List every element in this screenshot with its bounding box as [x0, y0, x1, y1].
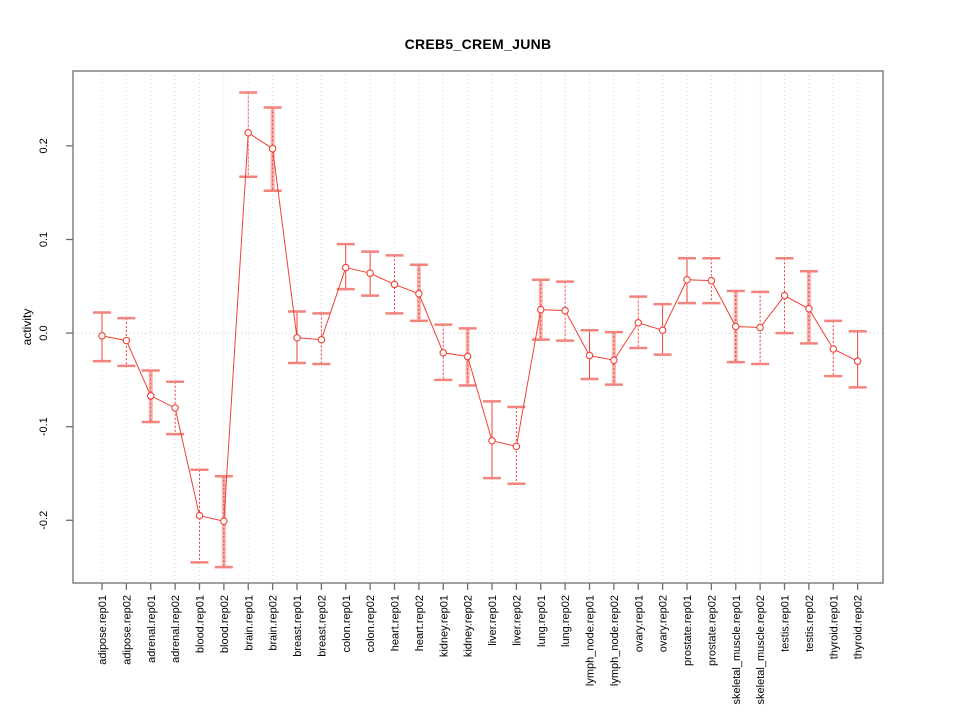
svg-text:thyroid.rep02: thyroid.rep02 — [853, 595, 865, 659]
svg-text:-0.2: -0.2 — [38, 511, 50, 530]
svg-text:kidney.rep02: kidney.rep02 — [463, 595, 475, 657]
svg-text:adipose.rep02: adipose.rep02 — [121, 595, 133, 665]
svg-text:testis.rep01: testis.rep01 — [780, 595, 792, 652]
svg-text:liver.rep01: liver.rep01 — [487, 595, 499, 646]
svg-text:adrenal.rep01: adrenal.rep01 — [146, 595, 158, 663]
chart-title: CREB5_CREM_JUNB — [404, 36, 552, 52]
svg-text:skeletal_muscle.rep01: skeletal_muscle.rep01 — [731, 595, 743, 704]
svg-text:lymph_node.rep02: lymph_node.rep02 — [609, 595, 621, 686]
svg-text:heart.rep01: heart.rep01 — [390, 595, 402, 651]
svg-text:liver.rep02: liver.rep02 — [511, 595, 523, 646]
svg-text:adipose.rep01: adipose.rep01 — [97, 595, 109, 665]
svg-text:-0.1: -0.1 — [38, 417, 50, 436]
svg-text:0.2: 0.2 — [38, 138, 50, 153]
svg-text:0.0: 0.0 — [38, 325, 50, 340]
svg-text:prostate.rep01: prostate.rep01 — [682, 595, 694, 666]
svg-text:adrenal.rep02: adrenal.rep02 — [170, 595, 182, 663]
svg-text:lymph_node.rep01: lymph_node.rep01 — [585, 595, 597, 686]
svg-text:0.1: 0.1 — [38, 232, 50, 247]
svg-text:breast.rep02: breast.rep02 — [316, 595, 328, 657]
svg-text:kidney.rep01: kidney.rep01 — [438, 595, 450, 657]
svg-text:skeletal_muscle.rep02: skeletal_muscle.rep02 — [755, 595, 767, 704]
svg-text:ovary.rep01: ovary.rep01 — [633, 595, 645, 652]
svg-text:heart.rep02: heart.rep02 — [414, 595, 426, 651]
svg-text:brain.rep02: brain.rep02 — [268, 595, 280, 651]
svg-text:blood.rep02: blood.rep02 — [219, 595, 231, 653]
svg-text:thyroid.rep01: thyroid.rep01 — [828, 595, 840, 659]
svg-text:breast.rep01: breast.rep01 — [292, 595, 304, 657]
svg-text:brain.rep01: brain.rep01 — [243, 595, 255, 651]
svg-text:prostate.rep02: prostate.rep02 — [706, 595, 718, 666]
svg-text:testis.rep02: testis.rep02 — [804, 595, 816, 652]
svg-text:ovary.rep02: ovary.rep02 — [658, 595, 670, 652]
svg-text:colon.rep01: colon.rep01 — [341, 595, 353, 653]
svg-text:colon.rep02: colon.rep02 — [365, 595, 377, 653]
svg-text:lung.rep02: lung.rep02 — [560, 595, 572, 647]
svg-text:lung.rep01: lung.rep01 — [536, 595, 548, 647]
svg-text:blood.rep01: blood.rep01 — [195, 595, 207, 653]
